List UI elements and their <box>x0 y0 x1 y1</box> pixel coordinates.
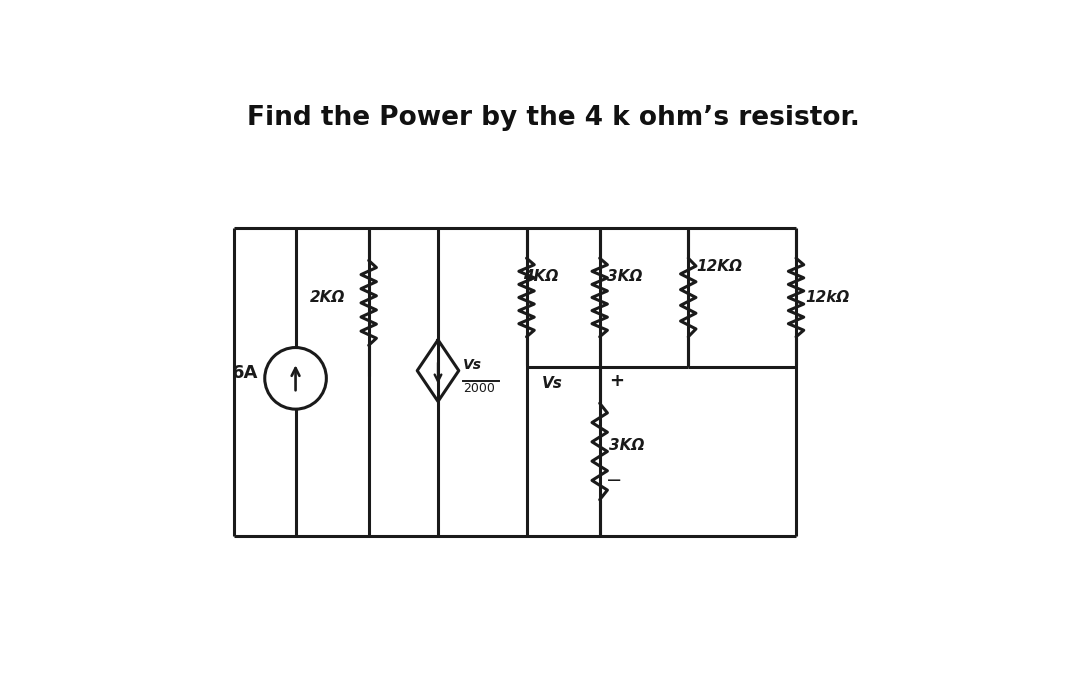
Text: Vs: Vs <box>463 358 483 372</box>
Text: 12kΩ: 12kΩ <box>806 290 850 305</box>
Text: Vs: Vs <box>542 377 563 391</box>
Text: 6A: 6A <box>232 364 258 382</box>
Text: 2000: 2000 <box>463 382 496 395</box>
Text: +: + <box>609 372 624 389</box>
Text: 4KΩ: 4KΩ <box>523 269 558 284</box>
Text: 3KΩ: 3KΩ <box>607 269 643 284</box>
Text: 12KΩ: 12KΩ <box>696 260 742 274</box>
Text: 2KΩ: 2KΩ <box>310 290 346 305</box>
Text: 3KΩ: 3KΩ <box>609 438 645 453</box>
Text: −: − <box>606 471 622 490</box>
Text: Find the Power by the 4 k ohm’s resistor.: Find the Power by the 4 k ohm’s resistor… <box>247 105 860 131</box>
